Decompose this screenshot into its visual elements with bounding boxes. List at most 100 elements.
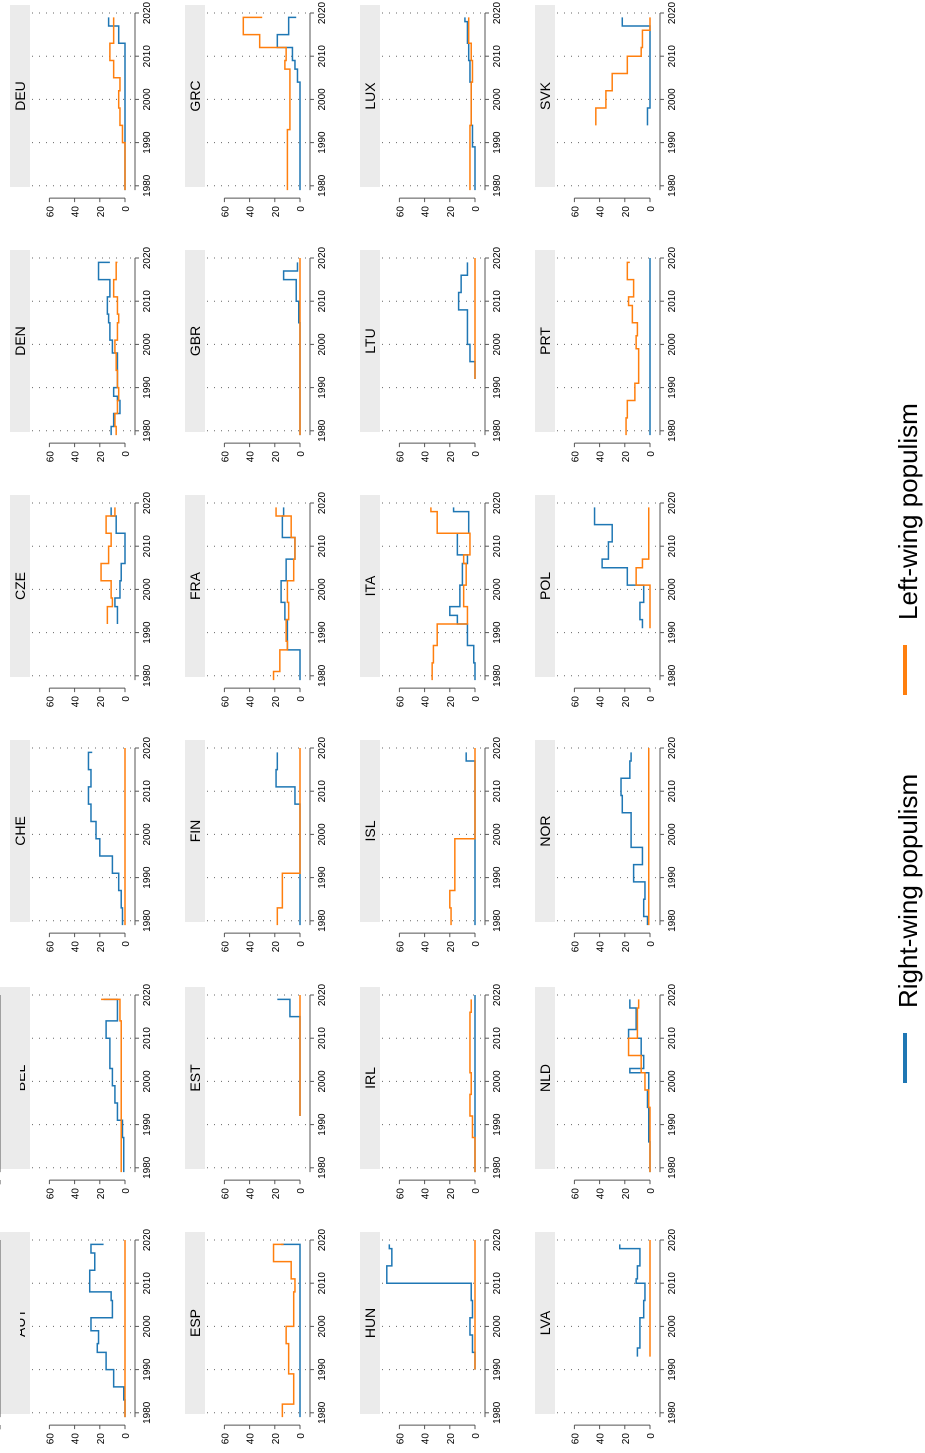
panel-label: CHE <box>12 816 28 846</box>
series-line-right <box>593 507 645 629</box>
year-tick-label: 1990 <box>142 1113 153 1136</box>
year-tick-label: 1980 <box>317 664 328 687</box>
series-line-left <box>469 999 476 1173</box>
panel-che: CHE 1980 1990 2000 2010 2020 0 20 40 60 <box>10 736 153 952</box>
value-tick-label: 40 <box>246 206 257 218</box>
series-line-right <box>107 17 126 191</box>
year-tick-label: 2000 <box>492 333 503 356</box>
value-tick-label: 60 <box>395 1433 406 1445</box>
year-tick-label: 2000 <box>492 578 503 601</box>
value-tick-label: 40 <box>71 941 82 953</box>
value-tick-label: 20 <box>621 941 632 953</box>
panel-strip <box>535 5 555 187</box>
year-tick-label: 2010 <box>142 780 153 803</box>
panel-strip <box>185 5 205 187</box>
panel-strip <box>535 740 555 922</box>
panel-aut: AUT198019902000201020200204060 <box>10 1228 153 1444</box>
value-tick-label: 60 <box>45 451 56 463</box>
value-tick-label: 60 <box>570 451 581 463</box>
year-tick-label: 1990 <box>667 1113 678 1136</box>
year-tick-label: 2020 <box>667 1228 678 1251</box>
year-tick-label: 2020 <box>317 491 328 514</box>
panel-swe: SWE198019902000201020200204060 <box>0 0 20 1185</box>
year-tick-label: 2010 <box>142 290 153 313</box>
value-tick-label: 60 <box>395 451 406 463</box>
year-tick-label: 2010 <box>667 1027 678 1050</box>
value-tick-label: 40 <box>421 206 432 218</box>
series-line-left <box>276 748 301 926</box>
series-line-left <box>627 999 651 1173</box>
panel-label: FRA <box>187 571 203 600</box>
year-tick-label: 1990 <box>667 621 678 644</box>
year-tick-label: 1990 <box>317 376 328 399</box>
value-tick-label: 60 <box>45 206 56 218</box>
year-tick-label: 2020 <box>317 1228 328 1251</box>
year-tick-label: 2010 <box>317 535 328 558</box>
year-tick-label: 1990 <box>317 621 328 644</box>
panel-hun: HUN 1980 1990 2000 2010 2020 0 20 40 60 <box>360 1228 503 1444</box>
panel-label: LVA <box>537 1310 553 1335</box>
year-tick-label: 2010 <box>667 1272 678 1295</box>
year-tick-label: 2000 <box>317 1070 328 1093</box>
value-tick-label: 60 <box>220 941 231 953</box>
series-line-right <box>282 262 301 436</box>
series-line-right <box>464 17 476 191</box>
year-tick-label: 2000 <box>667 88 678 111</box>
series-line-right <box>621 17 651 126</box>
year-tick-label: 2020 <box>142 1 153 24</box>
year-tick-label: 2020 <box>667 983 678 1006</box>
year-tick-label: 2020 <box>317 1 328 24</box>
series-line-right <box>103 998 125 1173</box>
year-tick-label: 2000 <box>667 1070 678 1093</box>
year-tick-label: 1980 <box>142 174 153 197</box>
year-tick-label: 1990 <box>142 866 153 889</box>
panel-strip <box>10 250 30 432</box>
value-tick-label: 0 <box>646 1433 657 1439</box>
panel-label: ESP <box>187 1309 203 1337</box>
value-tick-label: 20 <box>446 206 457 218</box>
year-tick-label: 2020 <box>0 0 12 3</box>
year-tick-label: 2020 <box>142 1228 153 1251</box>
year-tick-label: 2020 <box>0 0 12 3</box>
value-tick-label: 20 <box>96 451 107 463</box>
panel-label: LUX <box>362 82 378 110</box>
series-line-left <box>112 261 120 436</box>
year-tick-label: 2000 <box>492 1070 503 1093</box>
value-tick-label: 60 <box>220 696 231 708</box>
panel-lva: LVA 1980 1990 2000 2010 2020 0 20 40 60 <box>535 1228 678 1444</box>
year-tick-label: 2000 <box>142 88 153 111</box>
value-tick-label: 40 <box>596 941 607 953</box>
panel-ita: ITA 1980 1990 2000 2010 2020 0 20 40 60 <box>360 491 503 707</box>
value-tick-label: 60 <box>395 696 406 708</box>
value-tick-label: 0 <box>296 941 307 947</box>
series-line-right <box>281 1243 301 1418</box>
year-tick-label: 1990 <box>317 866 328 889</box>
year-tick-label: 1990 <box>667 866 678 889</box>
year-tick-label: 2020 <box>142 491 153 514</box>
value-tick-label: 40 <box>71 696 82 708</box>
panel-strip <box>185 740 205 922</box>
year-tick-label: 2000 <box>142 578 153 601</box>
value-tick-label: 60 <box>220 1433 231 1445</box>
year-tick-label: 2010 <box>142 1027 153 1050</box>
value-tick-label: 40 <box>421 1433 432 1445</box>
year-tick-label: 1980 <box>317 1156 328 1179</box>
year-tick-label: 2010 <box>0 0 12 3</box>
year-tick-label: 1980 <box>142 419 153 442</box>
value-tick-label: 40 <box>71 1188 82 1200</box>
series-line-right <box>87 751 124 926</box>
year-tick-label: 2020 <box>667 491 678 514</box>
year-tick-label: 1980 <box>492 664 503 687</box>
value-tick-label: 20 <box>621 451 632 463</box>
value-tick-label: 60 <box>220 451 231 463</box>
year-tick-label: 2010 <box>667 780 678 803</box>
year-tick-label: 1980 <box>142 664 153 687</box>
value-tick-label: 40 <box>421 451 432 463</box>
panel-grc: GRC 1980 1990 2000 2010 2020 0 20 40 60 <box>185 1 328 217</box>
year-tick-label: 1980 <box>492 1156 503 1179</box>
value-tick-label: 0 <box>471 1433 482 1439</box>
value-tick-label: 0 <box>646 451 657 457</box>
year-tick-label: 2000 <box>142 333 153 356</box>
panel-label: POL <box>537 572 553 600</box>
